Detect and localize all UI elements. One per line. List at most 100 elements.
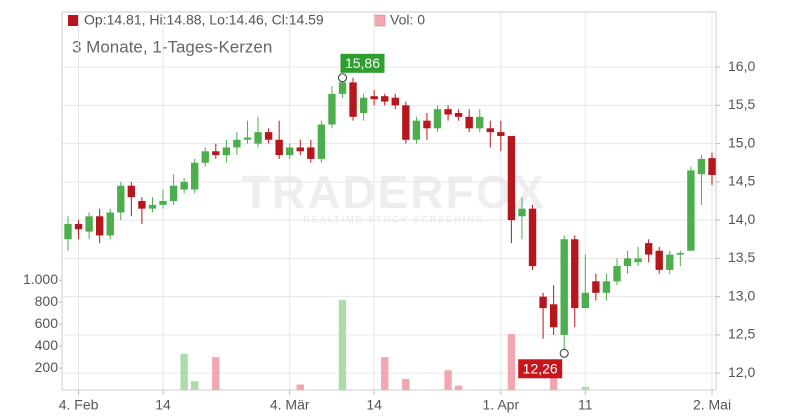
- candle-body: [275, 139, 283, 156]
- candle-body: [233, 139, 241, 148]
- candle-body: [528, 208, 537, 267]
- y-tick-label: 15,5: [728, 96, 755, 112]
- candle-body: [666, 254, 674, 270]
- volume-bar: [296, 384, 304, 390]
- y-tick-label: 16,0: [728, 58, 755, 74]
- candle-body: [95, 216, 104, 236]
- candle-body: [634, 258, 642, 263]
- watermark-sub: REALTIME STOCK SCREENING: [303, 214, 485, 224]
- candle-body: [476, 116, 484, 129]
- volume-bar: [549, 368, 558, 390]
- extreme-label: 12,26: [523, 360, 558, 376]
- extreme-marker: [337, 73, 347, 83]
- x-tick-label: 14: [155, 397, 171, 413]
- legend-swatch: [373, 14, 386, 27]
- y2-tick-label: 800: [35, 293, 59, 309]
- candle-body: [560, 239, 568, 335]
- x-tick-label: 1. Apr: [483, 397, 520, 413]
- volume-bar: [381, 357, 389, 390]
- candle-body: [676, 253, 685, 255]
- candle-body: [697, 158, 706, 175]
- legend-entry: Op:14.81, Hi:14.88, Lo:14.46, Cl:14.59: [84, 12, 324, 28]
- candle-body: [644, 243, 653, 255]
- candle-body: [381, 96, 389, 102]
- extreme-marker: [559, 348, 569, 358]
- candle-body: [497, 132, 505, 136]
- candle-body: [655, 250, 663, 270]
- candle-body: [444, 109, 452, 115]
- candle-body: [254, 132, 262, 144]
- candle-body: [518, 208, 526, 217]
- candle-body: [117, 185, 125, 213]
- extreme-label: 15,86: [345, 55, 380, 71]
- volume-bar: [402, 379, 410, 390]
- candle-body: [106, 212, 114, 236]
- candle-body: [212, 151, 220, 156]
- y2-tick-label: 600: [35, 315, 59, 331]
- x-tick-label: 11: [578, 397, 593, 413]
- y-tick-label: 14,0: [728, 211, 755, 227]
- candle-body: [602, 281, 611, 293]
- candle-body: [64, 223, 72, 240]
- candle-body: [222, 147, 231, 156]
- candle-body: [539, 296, 547, 309]
- y-tick-label: 13,0: [728, 287, 755, 303]
- candle-body: [296, 147, 304, 152]
- x-tick-label: 2. Mai: [693, 397, 731, 413]
- candle-body: [549, 304, 558, 328]
- candle-body: [454, 113, 463, 117]
- candle-body: [264, 132, 273, 140]
- candle-body: [74, 223, 83, 230]
- y2-tick-label: 400: [35, 337, 59, 353]
- candle-body: [169, 185, 178, 201]
- candle-body: [423, 120, 431, 129]
- candle-body: [486, 128, 494, 133]
- candle-body: [190, 162, 199, 190]
- volume-bar: [180, 353, 188, 390]
- candle-body: [507, 135, 516, 221]
- candle-body: [571, 239, 579, 309]
- legend-swatch: [68, 15, 79, 26]
- subtitle: 3 Monate, 1-Tages-Kerzen: [72, 37, 272, 56]
- legend-entry: Vol: 0: [390, 12, 425, 28]
- volume-bar: [581, 386, 590, 390]
- candle-body: [391, 97, 399, 106]
- candle-body: [581, 292, 590, 309]
- candle-body: [370, 96, 378, 100]
- y-tick-label: 12,5: [728, 326, 755, 342]
- y2-tick-label: 200: [35, 359, 59, 375]
- candle-body: [349, 82, 357, 117]
- extreme-box: [518, 359, 563, 379]
- candle-body: [708, 158, 716, 175]
- candle-body: [286, 147, 294, 156]
- x-tick-label: 4. Feb: [59, 397, 99, 413]
- candle-body: [159, 201, 167, 205]
- candle-body: [85, 216, 93, 232]
- volume-bar: [212, 357, 220, 390]
- candle-body: [127, 185, 136, 198]
- candle-body: [402, 105, 410, 140]
- y2-tick-label: 1.000: [23, 271, 58, 287]
- extreme-box: [340, 53, 385, 73]
- candle-body: [592, 281, 600, 293]
- candle-body: [359, 97, 368, 114]
- candle-body: [328, 93, 336, 125]
- candle-body: [307, 147, 315, 159]
- candle-body: [243, 137, 252, 140]
- volume-bar: [190, 381, 199, 390]
- y-tick-label: 14,5: [728, 173, 755, 189]
- candle-body: [465, 116, 473, 129]
- candle-body: [180, 181, 188, 190]
- candle-body: [138, 201, 146, 209]
- watermark: TRADERFOX: [242, 166, 546, 218]
- candle-body: [687, 170, 695, 251]
- volume-bar: [444, 370, 452, 390]
- y-tick-label: 15,0: [728, 134, 755, 150]
- volume-bar: [454, 385, 463, 390]
- candle-body: [201, 151, 209, 163]
- y-tick-label: 13,5: [728, 249, 755, 265]
- candle-body: [433, 109, 442, 129]
- candle-body: [338, 82, 347, 94]
